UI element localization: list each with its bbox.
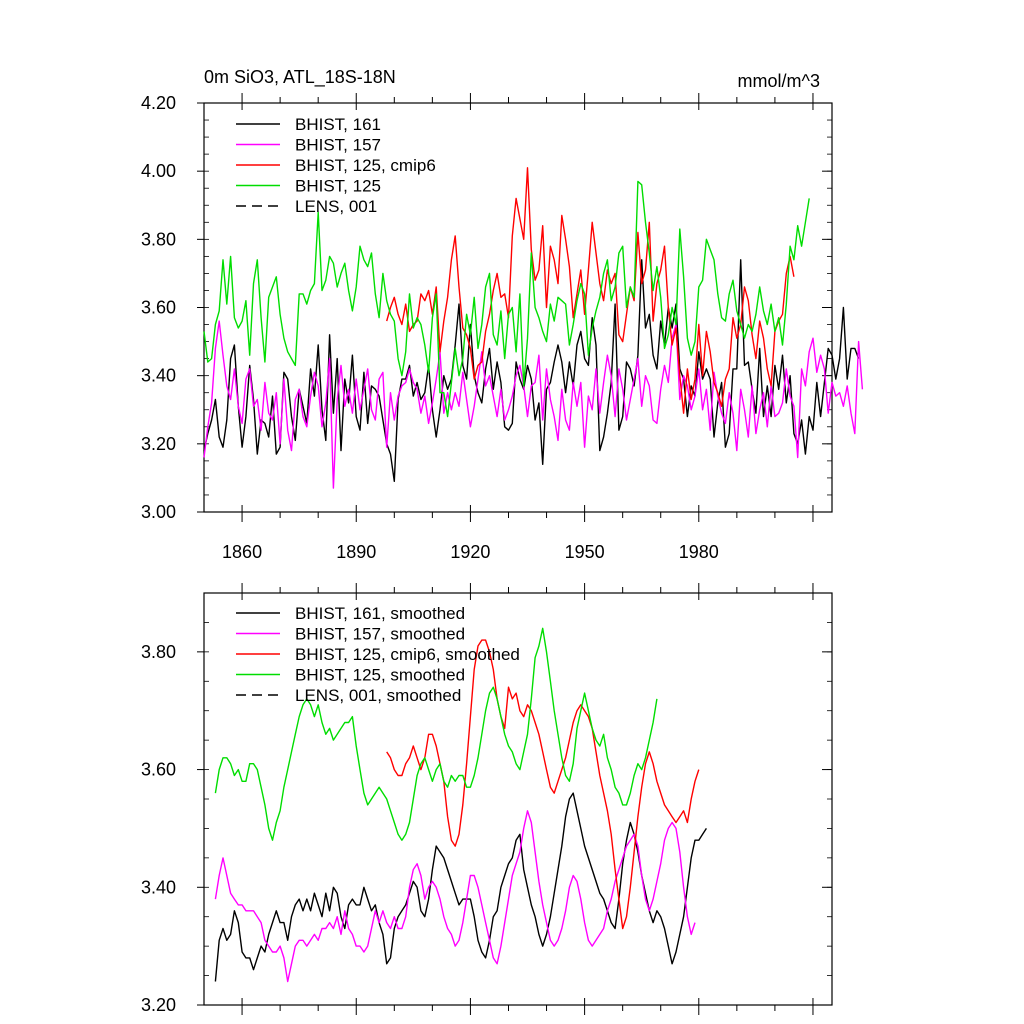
y-tick-label: 3.80 [141,229,176,249]
x-tick-label: 1980 [679,542,719,562]
x-tick-label: 1860 [222,542,262,562]
legend-label: BHIST, 161, smoothed [295,604,465,623]
x-tick-label: 1950 [565,542,605,562]
y-tick-label: 3.40 [141,877,176,897]
legend-label: BHIST, 125 [295,177,381,196]
series-line-0 [203,259,860,482]
legend-label: BHIST, 125, cmip6 [295,156,436,175]
top-axis-ticks: 3.00 3.20 3.40 3.60 3.80 4.00 4.20 1860 1890 1920… [141,93,832,562]
y-tick-label: 3.20 [141,995,176,1015]
y-tick-label: 4.00 [141,161,176,181]
series-line-3 [214,627,658,841]
top-series-group [203,167,864,489]
bottom-axis-ticks: 3.20 3.40 3.60 3.80 [141,583,832,1015]
legend-label: BHIST, 157 [295,136,381,155]
legend-label: BHIST, 125, cmip6, smoothed [295,645,520,664]
y-tick-label: 3.60 [141,760,176,780]
legend-label: LENS, 001 [295,197,377,216]
series-line-1 [214,810,696,983]
y-tick-label: 3.80 [141,642,176,662]
legend-label: BHIST, 125, smoothed [295,666,465,685]
series-line-2 [386,639,700,930]
y-tick-label: 3.20 [141,434,176,454]
bottom-series-group [214,627,707,983]
legend-label: LENS, 001, smoothed [295,686,461,705]
y-tick-label: 4.20 [141,93,176,113]
y-tick-label: 3.60 [141,298,176,318]
y-tick-label: 3.00 [141,502,176,522]
chart-title: 0m SiO3, ATL_18S-18N [204,67,396,88]
series-line-3 [203,180,810,418]
legend-label: BHIST, 161 [295,115,381,134]
x-tick-label: 1890 [336,542,376,562]
units-label: mmol/m^3 [738,71,820,91]
bottom-legend: BHIST, 161, smoothed BHIST, 157, smoothed… [236,604,520,705]
y-tick-label: 3.40 [141,366,176,386]
series-line-2 [386,167,795,414]
legend-label: BHIST, 157, smoothed [295,625,465,644]
series-line-1 [203,320,864,489]
x-tick-label: 1920 [450,542,490,562]
